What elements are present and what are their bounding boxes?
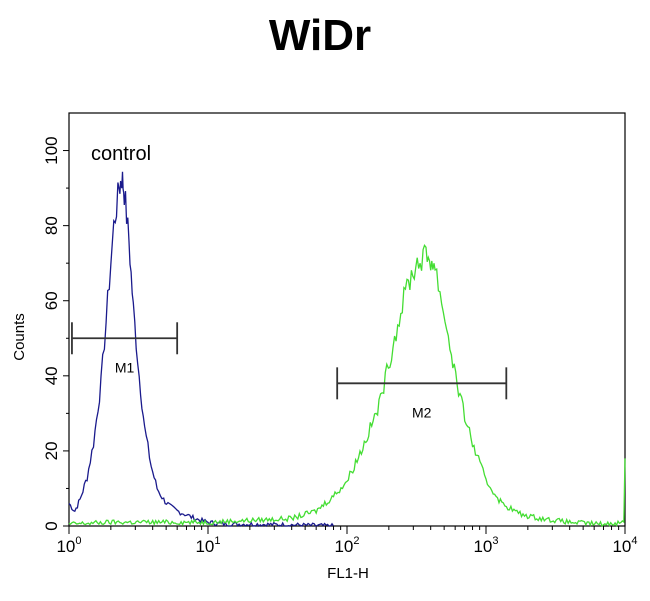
- gate-m2: M2: [336, 367, 508, 420]
- gates-group: M1 M2: [71, 322, 508, 420]
- gate-label: M1: [115, 359, 135, 375]
- series-group: [68, 171, 626, 528]
- y-axis-label: Counts: [11, 313, 28, 361]
- plot-frame: [68, 112, 626, 527]
- y-tick-label: 60: [42, 291, 61, 310]
- y-tick-label: 20: [42, 441, 61, 460]
- y-tick-label: 40: [42, 366, 61, 385]
- x-tick-label: 104: [612, 535, 637, 556]
- x-axis-label: FL1-H: [327, 565, 369, 582]
- x-tick-label: 100: [56, 535, 81, 556]
- gate-label: M2: [412, 404, 432, 420]
- x-tick-label: 102: [334, 535, 359, 556]
- y-axis: 0 20 40 60 80 100: [42, 136, 69, 531]
- series-line-2: [68, 244, 626, 528]
- control-annotation: control: [91, 143, 151, 165]
- y-tick-label: 100: [42, 136, 61, 164]
- series-line-1: [68, 171, 335, 527]
- chart-title: WiDr: [269, 11, 371, 60]
- x-tick-label: 103: [473, 535, 498, 556]
- y-tick-label: 0: [42, 521, 61, 530]
- gate-m1: M1: [71, 322, 179, 375]
- x-axis: 100 101 102 103 104: [56, 526, 638, 556]
- y-tick-label: 80: [42, 216, 61, 235]
- x-tick-label: 101: [195, 535, 220, 556]
